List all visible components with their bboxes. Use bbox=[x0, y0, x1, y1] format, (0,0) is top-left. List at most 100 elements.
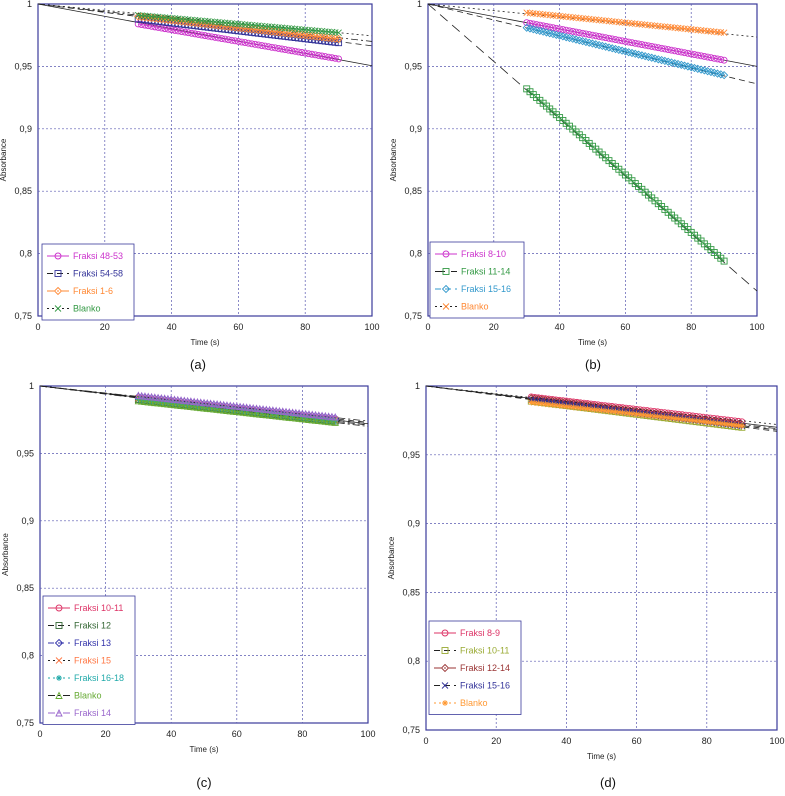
series-1 bbox=[427, 3, 758, 292]
data-point bbox=[707, 54, 715, 62]
legend-marker bbox=[441, 647, 449, 654]
data-point bbox=[535, 400, 542, 407]
x-tick-label: 20 bbox=[491, 736, 501, 746]
data-point bbox=[208, 33, 216, 41]
data-point bbox=[738, 422, 745, 429]
data-point bbox=[719, 70, 729, 80]
x-tick-label: 100 bbox=[749, 322, 764, 332]
legend-entry: Fraksi 8-9 bbox=[460, 628, 500, 638]
data-point bbox=[254, 41, 262, 49]
data-point bbox=[322, 416, 329, 423]
y-axis-title: Absorbance bbox=[389, 138, 398, 181]
data-point bbox=[595, 32, 603, 40]
legend-marker bbox=[442, 303, 450, 310]
x-tick-label: 40 bbox=[167, 322, 177, 332]
y-tick-label: 0,75 bbox=[402, 725, 420, 735]
data-point bbox=[155, 398, 162, 405]
data-point bbox=[335, 29, 342, 37]
data-point bbox=[677, 48, 685, 56]
data-point bbox=[631, 39, 639, 47]
data-point bbox=[178, 28, 186, 35]
data-point bbox=[720, 56, 728, 64]
data-point bbox=[612, 408, 619, 415]
legend-marker bbox=[441, 682, 449, 689]
data-point bbox=[545, 401, 552, 408]
data-point bbox=[710, 419, 717, 426]
data-point bbox=[651, 413, 658, 420]
data-point bbox=[640, 411, 647, 418]
data-point bbox=[201, 32, 209, 40]
y-tick-label: 0,85 bbox=[404, 186, 422, 196]
data-point bbox=[305, 415, 312, 422]
trend-line bbox=[425, 385, 778, 425]
y-tick-label: 1 bbox=[415, 381, 420, 391]
data-point bbox=[696, 418, 703, 425]
data-point bbox=[573, 404, 580, 411]
data-point bbox=[334, 34, 343, 44]
data-point bbox=[526, 19, 534, 27]
data-point bbox=[602, 407, 609, 414]
y-tick-label: 0,8 bbox=[21, 651, 34, 661]
x-tick-label: 40 bbox=[555, 322, 565, 332]
x-tick-label: 20 bbox=[101, 729, 111, 739]
data-point bbox=[327, 34, 337, 43]
y-tick-label: 0,9 bbox=[409, 124, 422, 134]
data-point bbox=[238, 38, 246, 46]
data-point bbox=[674, 47, 682, 55]
data-point bbox=[244, 39, 252, 47]
series-line bbox=[138, 394, 336, 418]
data-point bbox=[266, 410, 273, 417]
data-point bbox=[668, 415, 675, 422]
data-point bbox=[523, 19, 531, 27]
series-6 bbox=[39, 385, 369, 422]
data-point bbox=[294, 30, 303, 39]
data-point bbox=[278, 45, 286, 53]
y-tick-label: 0,95 bbox=[402, 450, 420, 460]
y-tick-label: 0,95 bbox=[16, 448, 34, 458]
data-point bbox=[234, 37, 242, 45]
data-point bbox=[579, 29, 587, 37]
y-tick-label: 0,9 bbox=[21, 516, 34, 526]
data-point bbox=[211, 33, 219, 41]
data-point bbox=[661, 45, 669, 53]
data-point bbox=[302, 414, 309, 421]
data-point bbox=[188, 29, 196, 37]
legend-entry: Fraksi 48-53 bbox=[73, 251, 123, 261]
data-point bbox=[315, 51, 323, 59]
data-point bbox=[623, 410, 630, 417]
data-point bbox=[305, 50, 312, 58]
x-tick-label: 80 bbox=[686, 322, 696, 332]
data-point bbox=[625, 38, 633, 46]
data-point bbox=[331, 54, 339, 62]
x-tick-label: 0 bbox=[423, 736, 428, 746]
legend-entry: Blanko bbox=[73, 304, 101, 314]
y-tick-label: 0,95 bbox=[404, 61, 422, 71]
data-point bbox=[664, 46, 672, 54]
data-point bbox=[250, 25, 260, 34]
data-point bbox=[309, 415, 316, 422]
data-point bbox=[608, 35, 616, 43]
data-point bbox=[311, 51, 319, 59]
data-point bbox=[301, 31, 310, 40]
data-point bbox=[135, 396, 142, 403]
data-point bbox=[658, 413, 665, 420]
legend: Fraksi 8-10 Fraksi 11-14 Fraksi 15-16 Blank… bbox=[429, 241, 525, 319]
y-tick-label: 0,9 bbox=[407, 519, 420, 529]
data-point bbox=[257, 26, 266, 35]
data-point bbox=[218, 35, 226, 42]
legend-entry: Fraksi 13 bbox=[74, 638, 111, 648]
data-point bbox=[281, 28, 290, 38]
data-point bbox=[315, 416, 322, 423]
data-point bbox=[682, 416, 689, 423]
data-point bbox=[731, 422, 738, 429]
data-point bbox=[201, 403, 207, 410]
data-point bbox=[644, 412, 651, 419]
y-tick-label: 0,8 bbox=[19, 249, 32, 259]
data-point bbox=[616, 409, 623, 416]
x-tick-label: 40 bbox=[166, 729, 176, 739]
data-point bbox=[184, 29, 192, 37]
data-point bbox=[536, 21, 544, 29]
legend-marker bbox=[54, 638, 64, 648]
data-point bbox=[689, 417, 696, 424]
data-point bbox=[687, 50, 695, 58]
